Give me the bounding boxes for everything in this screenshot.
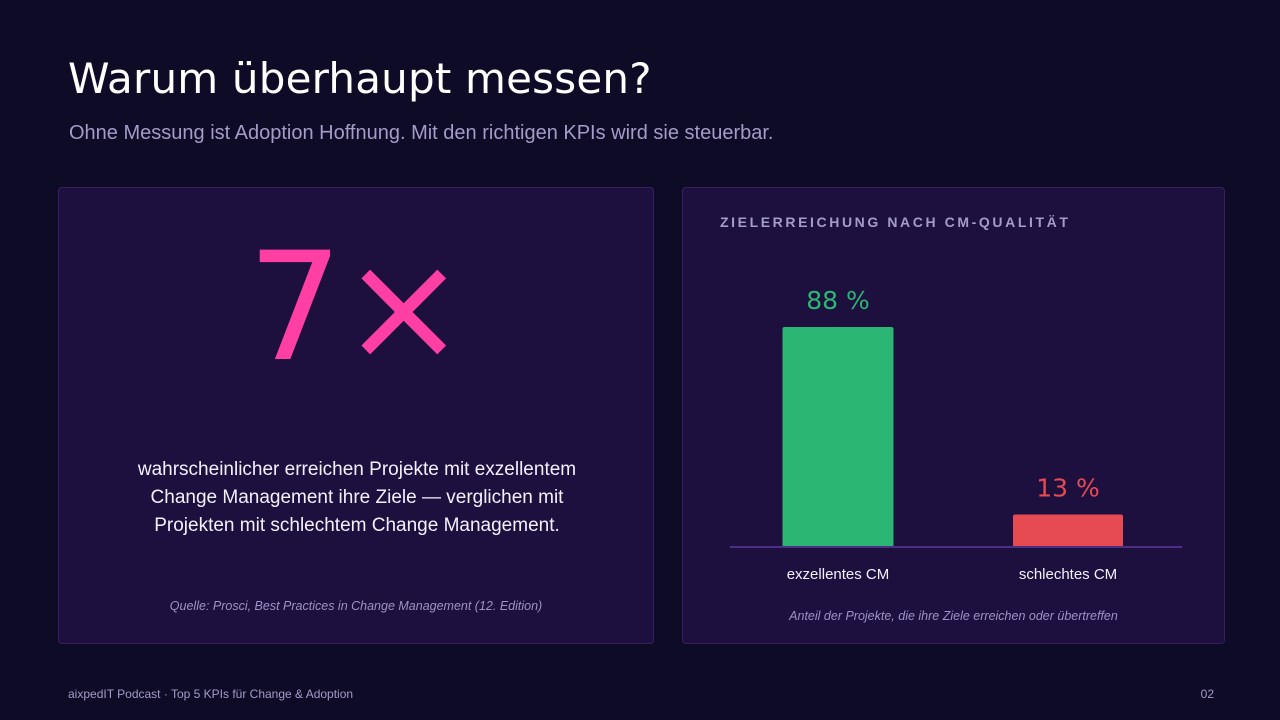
stat-description: wahrscheinlicher erreichen Projekte mit …: [137, 459, 577, 536]
data-label: 13 %: [1036, 474, 1100, 503]
stat-source: Quelle: Prosci, Best Practices in Change…: [169, 599, 543, 613]
data-label: 88 %: [806, 286, 870, 315]
bar-excellent-cm: [782, 327, 894, 547]
chart-title: ZIELERREICHUNG NACH CM-QUALITÄT: [720, 214, 1071, 230]
chart-caption: Anteil der Projekte, die ihre Ziele erre…: [789, 609, 1118, 623]
page-number: 02: [1200, 687, 1214, 701]
chart-card: ZIELERREICHUNG NACH CM-QUALITÄT 88 % exze…: [682, 187, 1225, 644]
category-label: schlechtes CM: [1019, 566, 1117, 583]
page-title: Warum überhaupt messen?: [68, 54, 652, 103]
footer-text: aixpedIT Podcast · Top 5 KPIs für Change…: [68, 687, 354, 701]
bar-poor-cm: [1013, 514, 1123, 547]
page-subtitle: Ohne Messung ist Adoption Hoffnung. Mit …: [69, 122, 774, 144]
bar-chart: 88 % exzellentes CM 13 % schlechtes CM: [730, 286, 1182, 583]
stat-value: 7×: [247, 221, 466, 395]
stat-card: 7× wahrscheinlicher erreichen Projekte m…: [58, 187, 654, 644]
category-label: exzellentes CM: [787, 566, 890, 583]
